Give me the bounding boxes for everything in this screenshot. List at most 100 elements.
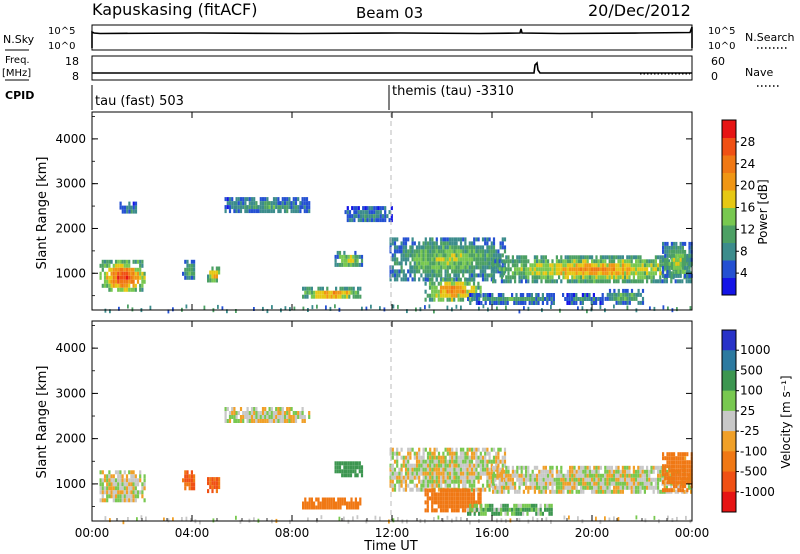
echo-cell	[388, 218, 391, 223]
echo-cell	[130, 275, 133, 280]
echo-cell	[497, 269, 500, 274]
echo-cell	[437, 281, 440, 286]
echo-cell	[494, 279, 497, 284]
echo-cell	[586, 259, 589, 264]
echo-cell	[468, 277, 471, 282]
echo-cell	[435, 245, 438, 250]
echo-cell	[475, 507, 478, 512]
echo-cell	[560, 489, 563, 494]
echo-cell	[250, 205, 254, 210]
echo-cell	[527, 271, 530, 276]
echo-cell	[654, 481, 657, 486]
echo-cell	[364, 206, 367, 211]
echo-cell	[409, 261, 412, 266]
echo-cell	[470, 245, 474, 250]
echo-cell	[473, 447, 476, 452]
echo-cell	[479, 471, 482, 476]
echo-cell	[424, 265, 427, 270]
echo-cell	[261, 407, 265, 411]
echo-cell	[497, 253, 500, 258]
echo-cell	[610, 473, 613, 478]
echo-cell	[529, 267, 532, 272]
echo-cell	[477, 500, 480, 505]
echo-cell	[119, 287, 122, 292]
echo-cell	[424, 475, 427, 480]
echo-cell	[418, 249, 421, 254]
echo-cell	[341, 290, 344, 295]
echo-cell	[442, 249, 445, 254]
echo-cell	[668, 452, 671, 457]
echo-cell	[339, 505, 342, 510]
echo-cell	[566, 301, 569, 305]
echo-cell	[103, 474, 107, 479]
echo-cell	[404, 479, 408, 484]
echo-cell	[481, 471, 485, 476]
echo-cell	[420, 479, 423, 484]
echo-cell	[677, 273, 680, 278]
echo-cell	[341, 469, 344, 474]
echo-cell	[662, 273, 665, 278]
echo-cell	[259, 415, 262, 419]
echo-cell	[580, 465, 583, 470]
echo-cell	[478, 297, 481, 301]
echo-cell	[688, 241, 691, 246]
echo-cell	[688, 273, 691, 278]
echo-cell	[393, 475, 397, 480]
echo-cell	[364, 218, 367, 223]
echo-cell	[639, 485, 642, 490]
echo-cell	[617, 485, 620, 490]
echo-cell	[606, 473, 609, 478]
echo-cell	[602, 267, 605, 272]
echo-cell	[455, 488, 458, 493]
echo-cell	[352, 516, 354, 521]
echo-cell	[451, 475, 454, 480]
echo-cell	[426, 245, 430, 250]
echo-cell	[626, 263, 629, 268]
echo-cell	[404, 261, 408, 266]
echo-cell	[455, 475, 458, 480]
echo-cell	[244, 201, 247, 206]
echo-cell	[125, 478, 129, 483]
echo-cell	[511, 271, 514, 276]
echo-cell	[555, 267, 558, 272]
echo-cell	[547, 271, 550, 276]
echo-cell	[336, 250, 339, 255]
echo-cell	[555, 477, 558, 482]
echo-cell	[637, 489, 640, 494]
echo-cell	[613, 279, 616, 284]
echo-cell	[659, 255, 662, 260]
echo-cell	[119, 275, 122, 280]
echo-cell	[566, 485, 569, 490]
echo-cell	[505, 275, 508, 280]
echo-cell	[398, 451, 401, 456]
echo-cell	[393, 245, 397, 250]
echo-cell	[553, 481, 556, 486]
echo-cell	[451, 307, 453, 312]
echo-cell	[617, 279, 620, 284]
power-colorbar-tick-label: 4	[740, 266, 748, 280]
echo-cell	[397, 304, 399, 309]
echo-cell	[235, 415, 238, 419]
echo-cell	[357, 501, 360, 506]
echo-cell	[688, 480, 691, 485]
echo-cell	[628, 259, 631, 264]
echo-cell	[451, 237, 454, 242]
echo-cell	[442, 479, 445, 484]
echo-cell	[486, 237, 489, 242]
echo-cell	[141, 279, 144, 284]
echo-cell	[451, 447, 454, 452]
echo-cell	[264, 205, 267, 210]
echo-cell	[490, 257, 493, 262]
echo-cell	[584, 481, 587, 486]
echo-cell	[654, 279, 657, 284]
echo-cell	[468, 488, 471, 493]
echo-cell	[359, 210, 363, 215]
echo-cell	[109, 518, 111, 523]
echo-cell	[518, 517, 521, 522]
echo-cell	[379, 214, 382, 219]
echo-cell	[652, 477, 655, 482]
echo-cell	[231, 411, 234, 415]
echo-cell	[448, 253, 452, 258]
echo-cell	[352, 505, 355, 510]
echo-cell	[442, 467, 445, 472]
